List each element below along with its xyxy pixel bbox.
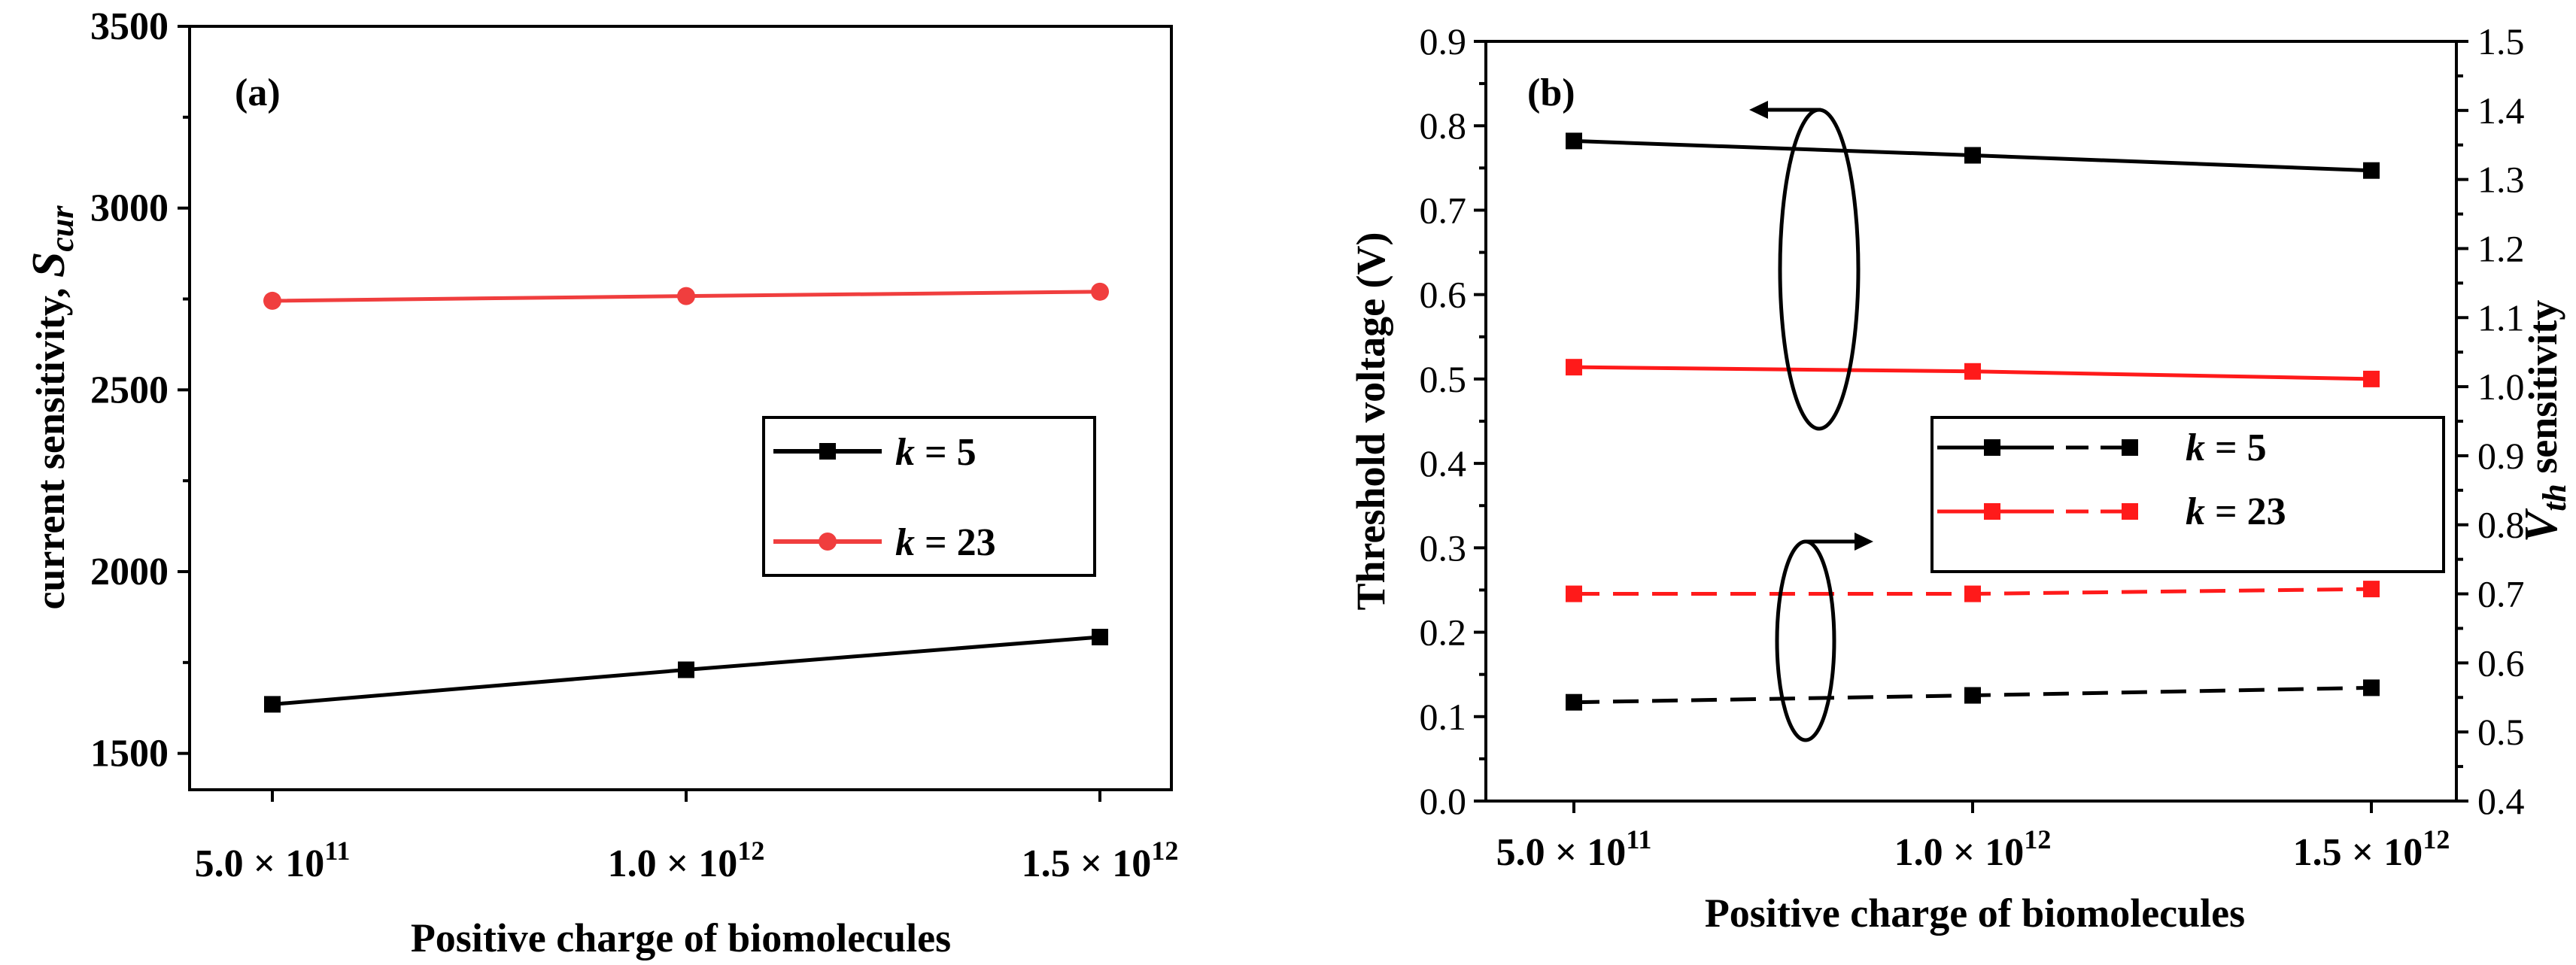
left-axis-annotation xyxy=(1749,101,1861,431)
x-tick-label: 1.5 × 1012 xyxy=(2293,824,2450,874)
panel-a-y-axis-label-var: S xyxy=(23,252,74,278)
data-point xyxy=(1964,147,1981,164)
panel-a-legend-entry-k5: k = 5 xyxy=(773,431,977,474)
right-y-tick-label: 1.4 xyxy=(2477,90,2525,132)
left-y-tick-label: 0.9 xyxy=(1420,20,1467,62)
left-y-tick-label: 0.8 xyxy=(1420,105,1467,147)
right-y-tick-label: 1.0 xyxy=(2477,366,2525,408)
panel-b-left-y-axis-label: Threshold voltage (V) xyxy=(1348,232,1393,610)
left-y-tick-label: 0.4 xyxy=(1420,442,1467,484)
legend-label: k = 23 xyxy=(2186,490,2286,533)
data-point xyxy=(2363,370,2380,387)
panel-a-legend: k = 5 k = 23 xyxy=(762,416,1096,577)
data-point xyxy=(678,661,694,678)
annotation-ellipse xyxy=(1775,539,1836,742)
right-y-tick-label: 0.4 xyxy=(2477,780,2525,822)
y-tick-label: 2500 xyxy=(90,369,169,411)
y-tick-label: 2000 xyxy=(90,551,169,593)
data-point xyxy=(1566,585,1582,602)
panel-b-legend-box xyxy=(1930,416,2445,573)
panel-b-right-y-axis-label-sub: th xyxy=(2536,484,2573,511)
data-point xyxy=(1566,132,1582,150)
panel-b-x-ticks: 5.0 × 1011 1.0 × 1012 1.5 × 1012 xyxy=(1496,801,2450,874)
y-tick-label: 3500 xyxy=(90,5,169,48)
x-tick-label: 1.0 × 1012 xyxy=(1894,824,2052,874)
left-y-tick-label: 0.5 xyxy=(1420,358,1467,400)
legend-label: k = 23 xyxy=(895,521,996,564)
x-tick-label: 5.0 × 1011 xyxy=(1496,824,1652,874)
panel-b-right-y-ticks: 0.4 0.5 0.6 0.7 0.8 0.9 1.0 1.1 1.2 1.3 1.4 1.5 xyxy=(2456,20,2525,822)
right-y-tick-label: 1.3 xyxy=(2477,159,2525,201)
panel-b-right-y-axis-label: Vth sensitivity xyxy=(2516,300,2573,543)
x-tick-label: 5.0 × 1011 xyxy=(195,836,351,885)
legend-marker xyxy=(1984,439,2000,456)
legend-marker xyxy=(2122,503,2138,520)
left-y-tick-label: 0.1 xyxy=(1420,696,1467,738)
left-y-tick-label: 0.0 xyxy=(1420,780,1467,822)
right-y-tick-label: 0.6 xyxy=(2477,642,2525,684)
right-y-tick-label: 0.8 xyxy=(2477,504,2525,546)
left-arrow-icon xyxy=(1749,101,1768,119)
left-y-tick-label: 0.3 xyxy=(1420,527,1467,569)
panel-a: 1500 2000 2500 3000 3500 5.0 × 1011 1.0 × 101… xyxy=(23,5,1178,960)
left-y-tick-label: 0.2 xyxy=(1420,611,1467,654)
panel-a-x-ticks: 5.0 × 1011 1.0 × 1012 1.5 × 1012 xyxy=(195,790,1179,885)
x-tick-label: 1.5 × 1012 xyxy=(1022,836,1179,885)
data-point xyxy=(1092,629,1108,645)
panel-a-series xyxy=(263,282,1109,713)
panel-b-right-y-axis-label-text: sensitivity xyxy=(2520,300,2565,484)
panel-b-legend: k = 5 k = 23 xyxy=(1930,416,2445,573)
panel-b: 0.0 0.1 0.2 0.3 0.4 0.5 0.6 0.7 0.8 0.9 0.4 0.5 0.6… xyxy=(1348,20,2573,936)
panel-b-legend-entry-k23: k = 23 xyxy=(1937,490,2286,533)
legend-marker xyxy=(819,533,837,551)
right-y-tick-label: 0.9 xyxy=(2477,435,2525,477)
right-y-tick-label: 0.5 xyxy=(2477,711,2525,753)
legend-marker xyxy=(2122,439,2138,456)
right-y-tick-label: 1.1 xyxy=(2477,296,2525,338)
panel-b-series xyxy=(1566,132,2380,711)
panel-b-left-y-ticks: 0.0 0.1 0.2 0.3 0.4 0.5 0.6 0.7 0.8 0.9 xyxy=(1420,20,1486,822)
panel-b-right-y-axis-label-var: V xyxy=(2516,508,2567,542)
panel-a-plot-frame xyxy=(188,25,1173,791)
panel-a-y-axis-label-text: current sensitivity, xyxy=(28,278,73,609)
data-point xyxy=(677,287,695,305)
panel-a-x-axis-label: Positive charge of biomolecules xyxy=(411,915,951,960)
data-point xyxy=(2363,679,2380,696)
y-tick-label: 1500 xyxy=(90,733,169,775)
panel-b-label: (b) xyxy=(1527,71,1575,114)
right-arrow-icon xyxy=(1855,533,1873,551)
data-point xyxy=(263,291,281,310)
data-point xyxy=(1566,693,1582,711)
data-point xyxy=(1964,363,1981,380)
panel-a-label: (a) xyxy=(235,71,281,114)
data-point xyxy=(1091,282,1109,301)
data-point xyxy=(1964,585,1981,602)
data-point xyxy=(2363,162,2380,179)
annotation-ellipse xyxy=(1778,108,1861,431)
right-y-tick-label: 1.2 xyxy=(2477,227,2525,269)
data-point xyxy=(2363,581,2380,598)
legend-marker xyxy=(1984,503,2000,520)
data-point xyxy=(1964,687,1981,704)
panel-a-y-axis-label: current sensitivity, Scur xyxy=(23,205,80,610)
panel-a-legend-entry-k23: k = 23 xyxy=(773,521,996,564)
left-y-tick-label: 0.7 xyxy=(1420,189,1467,231)
panel-b-legend-entry-k5: k = 5 xyxy=(1937,426,2267,469)
left-y-tick-label: 0.6 xyxy=(1420,274,1467,316)
panel-a-legend-box xyxy=(762,416,1096,577)
legend-label: k = 5 xyxy=(2186,426,2267,469)
panel-b-x-axis-label: Positive charge of biomolecules xyxy=(1705,891,2245,936)
right-axis-annotation xyxy=(1775,533,1873,742)
legend-marker xyxy=(819,443,836,460)
data-point xyxy=(264,696,281,713)
x-tick-label: 1.0 × 1012 xyxy=(608,836,765,885)
panel-a-y-axis-label-sub: cur xyxy=(44,205,80,252)
right-y-tick-label: 1.5 xyxy=(2477,20,2525,62)
right-y-tick-label: 0.7 xyxy=(2477,573,2525,615)
data-point xyxy=(1566,359,1582,376)
legend-label: k = 5 xyxy=(895,431,977,474)
y-tick-label: 3000 xyxy=(90,187,169,230)
panel-a-y-ticks: 1500 2000 2500 3000 3500 xyxy=(90,5,190,775)
